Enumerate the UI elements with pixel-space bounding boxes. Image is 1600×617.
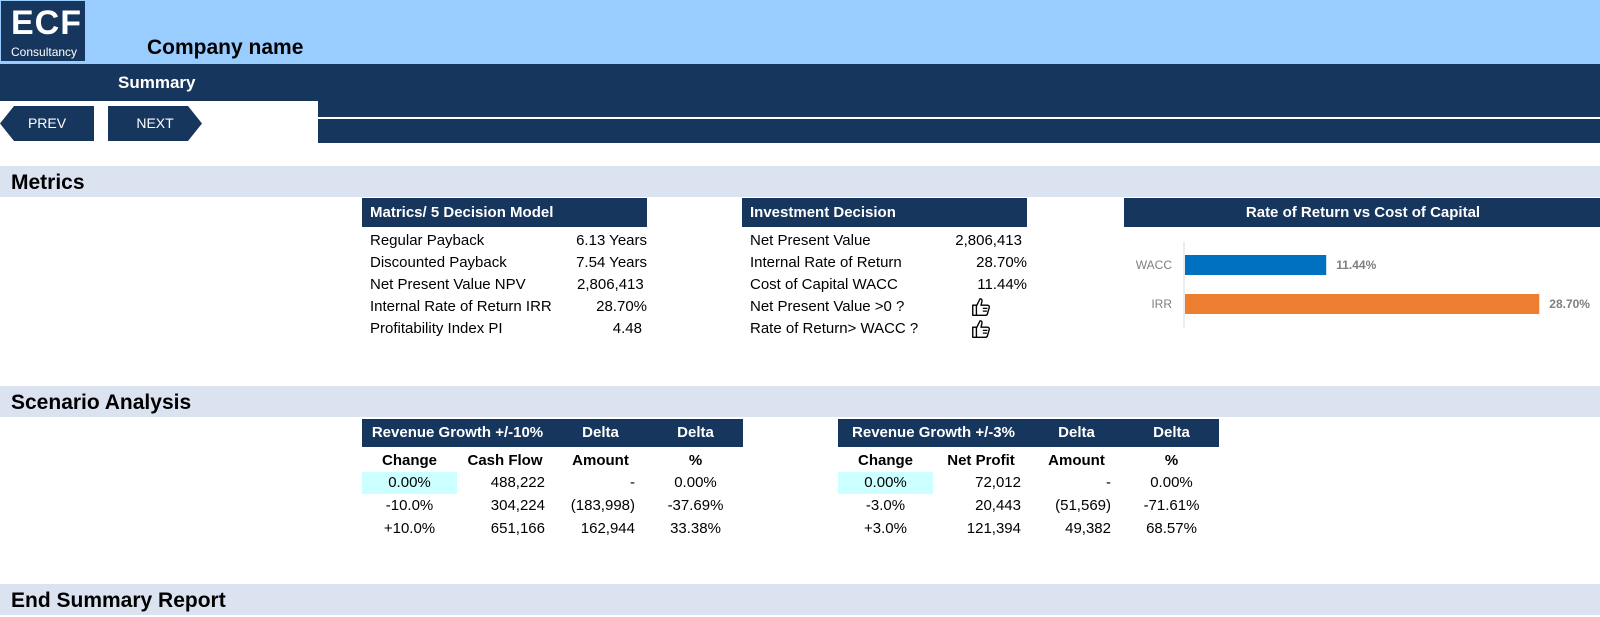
column-subheader: Cash Flow xyxy=(467,452,543,469)
investment-row-label: Net Present Value >0 ? xyxy=(750,298,905,315)
table-cell: -71.61% xyxy=(1143,497,1200,514)
chart-category-label: IRR xyxy=(1151,297,1172,311)
company-logo: ECF Consultancy xyxy=(1,1,85,61)
scenario-cashflow-table: Revenue Growth +/-10% Delta Delta Change… xyxy=(362,419,743,539)
table-cell: 0.00% xyxy=(674,474,717,491)
table-cell: 49,382 xyxy=(1065,520,1111,537)
column-header: Delta xyxy=(1153,424,1190,441)
title-bar xyxy=(0,64,1600,101)
logo-text: ECF xyxy=(11,4,82,42)
next-button[interactable]: NEXT xyxy=(108,106,202,141)
investment-row-label: Cost of Capital WACC xyxy=(750,276,898,293)
end-section-title: End Summary Report xyxy=(11,589,226,612)
chart-data-label: 11.44% xyxy=(1336,258,1376,272)
column-header: Revenue Growth +/-10% xyxy=(371,424,544,441)
table-cell: - xyxy=(1106,474,1111,491)
thumbs-up-icon xyxy=(972,298,990,316)
column-subheader: Amount xyxy=(572,452,629,469)
page-title: Summary xyxy=(118,73,196,92)
investment-row-label: Net Present Value xyxy=(750,232,871,249)
scenario-section-header: Scenario Analysis xyxy=(0,386,1600,417)
table-cell: (183,998) xyxy=(570,497,635,514)
column-subheader: Change xyxy=(857,452,913,469)
column-header: Delta xyxy=(582,424,619,441)
scenario-section-title: Scenario Analysis xyxy=(11,391,192,414)
table-cell: 68.57% xyxy=(1146,520,1197,537)
metrics-row-label: Regular Payback xyxy=(370,232,485,249)
metrics-table-header: Matrics/ 5 Decision Model xyxy=(362,198,647,227)
table-cell: 72,012 xyxy=(975,474,1021,491)
chart-category-label: WACC xyxy=(1136,258,1173,272)
column-subheader: Amount xyxy=(1048,452,1105,469)
column-subheader: % xyxy=(1164,452,1179,469)
chart-data-label: 28.70% xyxy=(1549,297,1590,311)
metrics-section-header: Metrics xyxy=(0,166,1600,197)
table-cell: 33.38% xyxy=(670,520,721,537)
table-cell: 121,394 xyxy=(966,520,1021,537)
table-cell-change: -10.0% xyxy=(385,497,434,514)
table-cell-change: 0.00% xyxy=(838,472,933,494)
metrics-row-value: 6.13 Years xyxy=(576,232,647,249)
column-header: Revenue Growth +/-3% xyxy=(852,424,1015,441)
investment-row-value: 28.70% xyxy=(976,254,1027,271)
investment-row-label: Rate of Return> WACC ? xyxy=(750,320,919,337)
chart-bar-irr xyxy=(1185,294,1540,314)
investment-row-value: 2,806,413 xyxy=(955,232,1022,249)
metrics-row-value: 4.48 xyxy=(612,320,642,337)
investment-table: Net Present Value 2,806,413 Internal Rat… xyxy=(742,230,1027,345)
header-strip-bottom xyxy=(318,119,1600,143)
thumbs-up-icon xyxy=(972,320,990,338)
column-header: Delta xyxy=(677,424,714,441)
column-header: Delta xyxy=(1058,424,1095,441)
table-cell: -37.69% xyxy=(667,497,724,514)
table-cell: - xyxy=(630,474,635,491)
metrics-row-label: Net Present Value NPV xyxy=(370,276,526,293)
metrics-row-value: 7.54 Years xyxy=(576,254,647,271)
scenario-netprofit-header-row xyxy=(838,419,1219,447)
investment-row-value: 11.44% xyxy=(977,276,1027,293)
table-cell: 488,222 xyxy=(490,474,545,491)
table-cell: 304,224 xyxy=(490,497,545,514)
table-cell: (51,569) xyxy=(1055,497,1111,514)
table-cell-change: +3.0% xyxy=(864,520,907,537)
metrics-row-label: Discounted Payback xyxy=(370,254,507,271)
chart-title: Rate of Return vs Cost of Capital xyxy=(1124,198,1600,227)
rate-of-return-chart: WACC 11.44% IRR 28.70% xyxy=(1136,242,1590,328)
prev-button[interactable]: PREV xyxy=(0,106,94,141)
column-subheader: Net Profit xyxy=(947,452,1015,469)
metrics-row-value: 28.70% xyxy=(596,298,647,315)
column-subheader: % xyxy=(688,452,703,469)
table-cell: 162,944 xyxy=(580,520,635,537)
investment-table-header: Investment Decision xyxy=(742,198,1027,227)
header-strip-top xyxy=(318,101,1600,117)
table-cell-change: -3.0% xyxy=(865,497,906,514)
table-cell: 20,443 xyxy=(975,497,1021,514)
scenario-netprofit-table: Revenue Growth +/-3% Delta Delta Change … xyxy=(838,419,1219,539)
header-band xyxy=(0,0,1600,64)
metrics-section-title: Metrics xyxy=(11,171,85,194)
logo-subtext: Consultancy xyxy=(11,45,78,59)
company-name: Company name xyxy=(147,36,304,59)
table-cell-change: 0.00% xyxy=(362,472,457,494)
investment-row-label: Internal Rate of Return xyxy=(750,254,902,271)
scenario-cashflow-header-row xyxy=(362,419,743,447)
table-cell: 651,166 xyxy=(490,520,545,537)
table-cell: 0.00% xyxy=(1150,474,1193,491)
end-section-header: End Summary Report xyxy=(0,584,1600,615)
metrics-row-label: Profitability Index PI xyxy=(370,320,503,337)
metrics-row-label: Internal Rate of Return IRR xyxy=(370,298,552,315)
chart-bar-wacc xyxy=(1185,255,1327,275)
column-subheader: Change xyxy=(381,452,437,469)
metrics-table: Regular Payback 6.13 Years Discounted Pa… xyxy=(362,230,647,345)
table-cell-change: +10.0% xyxy=(383,520,436,537)
metrics-row-value: 2,806,413 xyxy=(577,276,644,293)
